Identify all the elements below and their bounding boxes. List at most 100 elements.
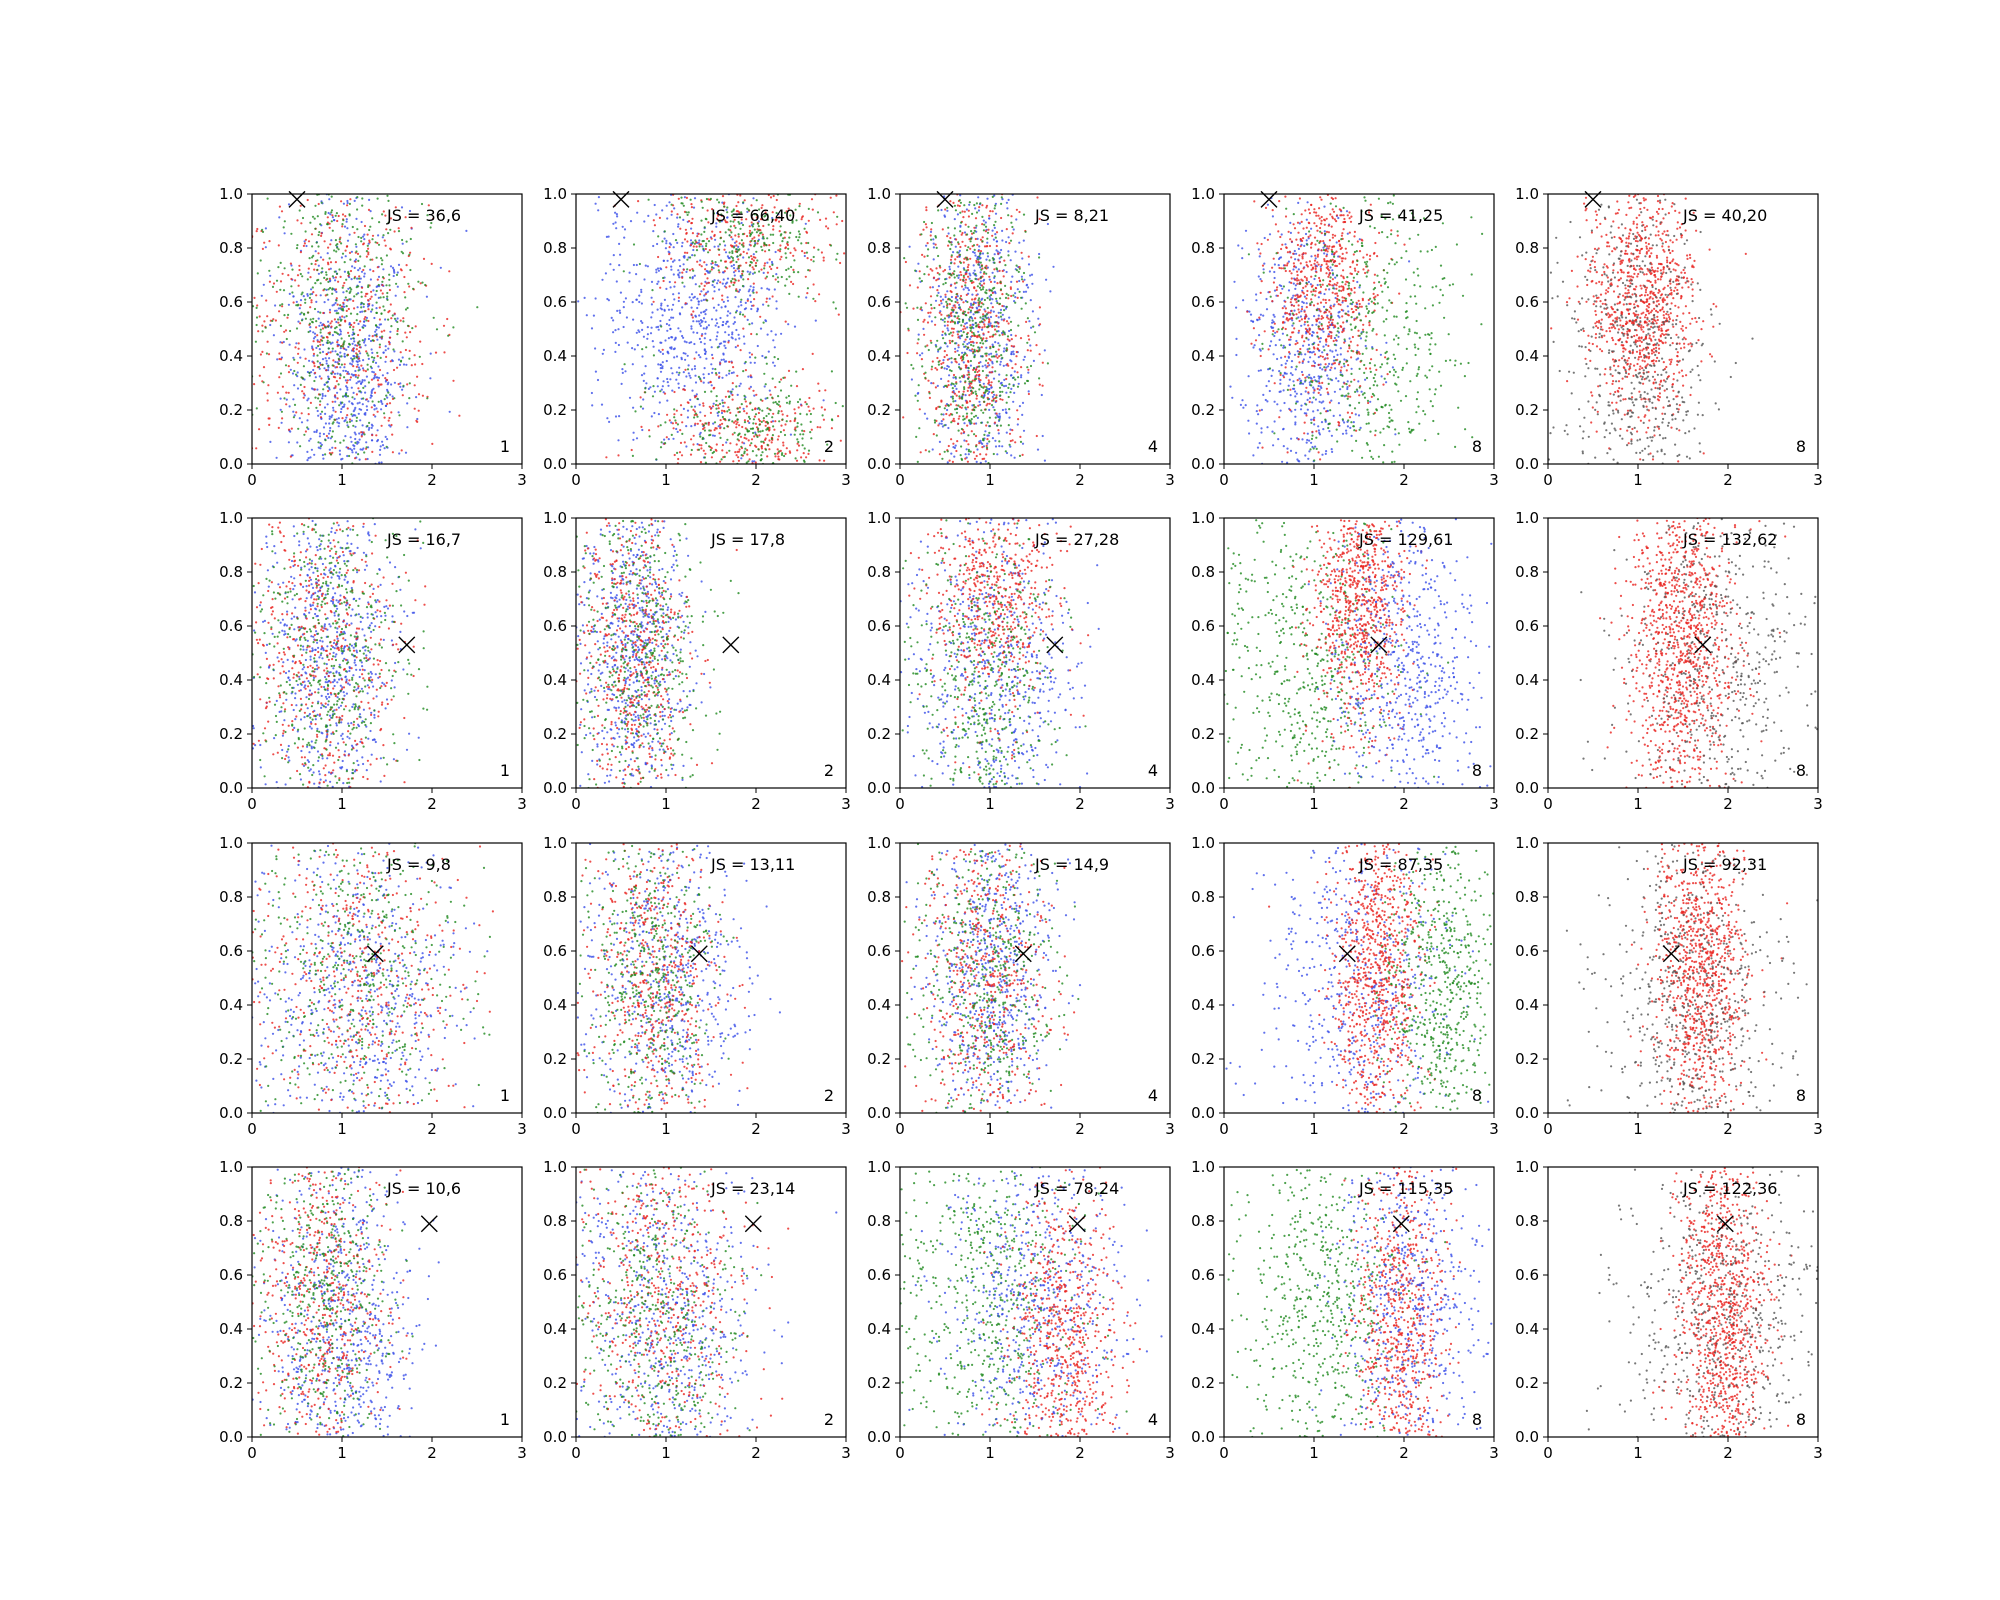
point	[1026, 349, 1029, 352]
point	[995, 396, 998, 399]
point	[421, 362, 424, 366]
point	[675, 427, 678, 431]
point	[749, 244, 752, 247]
point	[1010, 338, 1013, 341]
point	[950, 274, 953, 277]
point	[297, 284, 300, 287]
point	[963, 387, 966, 391]
point	[717, 407, 720, 410]
point	[652, 300, 655, 303]
point	[710, 237, 713, 240]
point	[768, 448, 771, 451]
point	[985, 272, 988, 275]
y-tick-label: 0.8	[543, 239, 567, 257]
point	[991, 362, 994, 365]
point	[923, 273, 926, 276]
point	[1038, 377, 1041, 380]
point	[995, 240, 998, 243]
point	[748, 288, 751, 291]
point	[364, 324, 367, 327]
point	[1029, 364, 1033, 368]
point	[380, 461, 383, 464]
point	[752, 422, 755, 425]
point	[969, 309, 973, 312]
point	[406, 324, 410, 327]
point	[667, 438, 670, 441]
point	[999, 363, 1002, 366]
point	[308, 439, 311, 442]
point	[290, 264, 293, 267]
point	[774, 333, 777, 336]
point	[640, 288, 643, 291]
point	[696, 306, 699, 310]
point	[359, 310, 362, 314]
point	[972, 352, 975, 355]
point	[1032, 359, 1035, 362]
point	[994, 233, 997, 236]
point	[417, 393, 421, 396]
point	[339, 345, 342, 348]
point	[715, 222, 718, 225]
point	[735, 213, 739, 216]
point	[645, 346, 648, 349]
point	[388, 343, 391, 346]
point	[1001, 269, 1004, 273]
point	[370, 378, 374, 381]
point	[369, 394, 373, 397]
point	[993, 261, 996, 264]
point	[988, 214, 991, 217]
point	[384, 360, 387, 363]
point	[978, 282, 981, 285]
point	[995, 399, 998, 403]
point	[926, 265, 929, 268]
point	[982, 303, 985, 306]
point	[960, 273, 963, 276]
point	[342, 219, 345, 222]
point	[690, 448, 693, 452]
point	[735, 289, 738, 292]
point	[940, 362, 943, 365]
point	[993, 280, 996, 283]
point	[923, 333, 926, 336]
point	[741, 441, 744, 444]
point	[943, 355, 946, 359]
point	[355, 245, 358, 248]
point	[930, 303, 933, 306]
point	[721, 298, 724, 301]
point	[316, 279, 319, 282]
point	[719, 230, 722, 234]
point	[952, 201, 955, 204]
point	[955, 281, 958, 284]
point	[1010, 454, 1013, 457]
point	[656, 267, 660, 270]
point	[986, 237, 989, 240]
point	[666, 413, 669, 416]
point	[935, 407, 938, 411]
point	[794, 412, 797, 415]
point	[657, 425, 660, 428]
point	[316, 268, 319, 271]
point	[652, 230, 655, 233]
point	[1014, 363, 1017, 366]
point	[314, 335, 317, 338]
point	[930, 238, 933, 241]
point	[615, 227, 618, 230]
point	[696, 297, 699, 300]
point	[376, 410, 379, 413]
point	[659, 446, 663, 449]
point	[686, 213, 689, 216]
point	[378, 368, 382, 372]
point	[370, 348, 373, 351]
point	[676, 216, 679, 219]
point	[266, 197, 269, 200]
point	[381, 276, 385, 279]
point	[397, 263, 401, 266]
point	[705, 308, 708, 311]
point	[361, 424, 364, 427]
point	[957, 429, 960, 432]
point	[725, 286, 728, 289]
point	[319, 328, 322, 331]
point	[793, 247, 796, 250]
point	[999, 390, 1002, 393]
point	[984, 352, 987, 355]
